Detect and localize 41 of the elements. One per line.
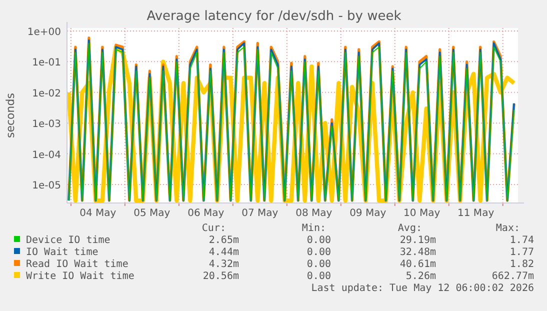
x-tick-label: 07 May bbox=[242, 208, 278, 219]
text: 32.48m bbox=[400, 247, 436, 258]
x-tick-label: 06 May bbox=[188, 208, 224, 219]
text: Avg: bbox=[398, 223, 422, 234]
x-tick-label: 10 May bbox=[404, 208, 440, 219]
y-tick-label: 1e-03 bbox=[32, 119, 61, 130]
text: Min: bbox=[302, 223, 326, 234]
text: 1.74 bbox=[510, 235, 534, 246]
y-tick-label: 1e-01 bbox=[32, 58, 61, 69]
x-tick-label: 05 May bbox=[134, 208, 170, 219]
text: 5.26m bbox=[406, 271, 436, 282]
x-tick-label: 04 May bbox=[80, 208, 116, 219]
text: 0.00 bbox=[306, 259, 331, 270]
text: 2.65m bbox=[208, 235, 239, 246]
text: 0.00 bbox=[306, 271, 331, 282]
legend-label: IO Wait time bbox=[26, 247, 98, 258]
text: Last update: Tue May 12 06:00:02 2026 bbox=[311, 283, 534, 294]
text: 40.61m bbox=[400, 259, 436, 270]
text: Max: bbox=[496, 223, 520, 234]
text: 20.56m bbox=[202, 271, 239, 282]
text: 29.19m bbox=[400, 235, 436, 246]
text: 1.82 bbox=[510, 259, 534, 270]
y-tick-label: 1e-05 bbox=[32, 180, 61, 192]
legend-label: Write IO Wait time bbox=[26, 271, 134, 282]
y-axis-title: seconds bbox=[4, 92, 17, 138]
x-tick-label: 11 May bbox=[458, 208, 494, 219]
text: 4.32m bbox=[208, 259, 239, 270]
y-tick-label: 1e+00 bbox=[27, 26, 61, 38]
text: Cur: bbox=[202, 223, 226, 234]
x-tick-label: 08 May bbox=[296, 208, 332, 219]
y-tick-label: 1e-04 bbox=[32, 150, 61, 161]
text: 0.00 bbox=[306, 235, 331, 246]
chart-title: Average latency for /dev/sdh - by week bbox=[146, 9, 402, 24]
x-tick-label: 09 May bbox=[350, 208, 386, 219]
text: 662.77m bbox=[492, 271, 534, 282]
text: 1.77 bbox=[510, 247, 534, 258]
text: 4.44m bbox=[208, 247, 239, 258]
legend-label: Read IO Wait time bbox=[26, 259, 128, 270]
legend-label: Device IO time bbox=[26, 235, 110, 246]
text: 0.00 bbox=[306, 247, 331, 258]
y-tick-label: 1e-02 bbox=[32, 88, 61, 100]
